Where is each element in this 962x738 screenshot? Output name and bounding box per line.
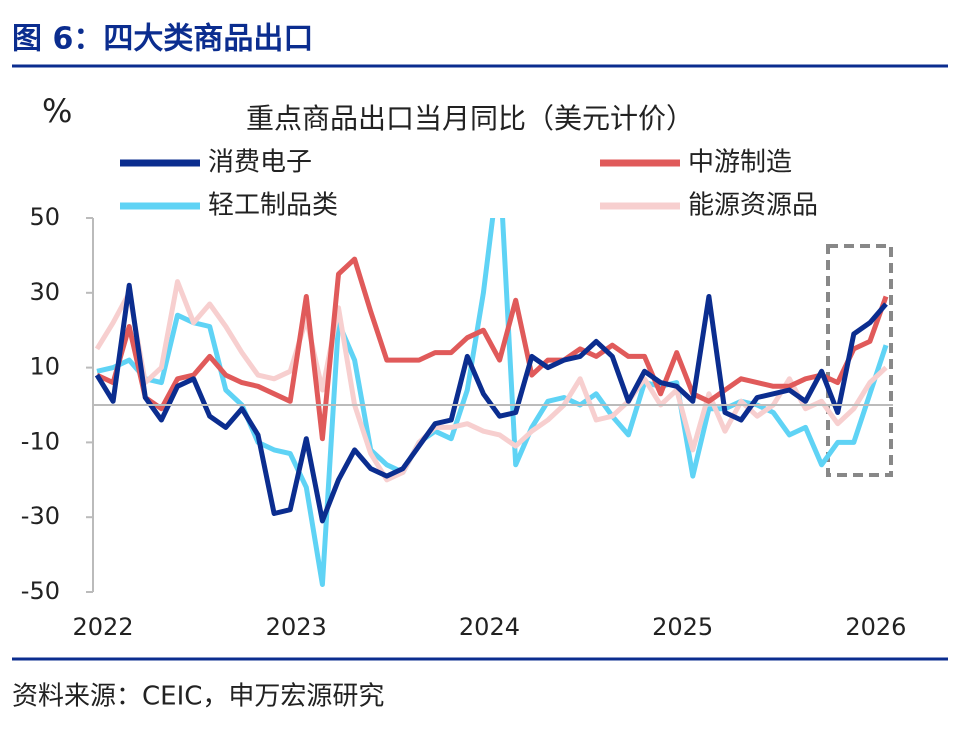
y-tick-label: -10	[21, 427, 60, 455]
series-line	[94, 282, 888, 524]
y-tick-label: 10	[29, 353, 60, 381]
legend-label: 中游制造	[688, 148, 792, 178]
highlight-box	[826, 244, 893, 477]
y-tick-label: 30	[29, 278, 60, 306]
x-tick-label: 2026	[845, 613, 906, 641]
plot-area	[94, 218, 889, 587]
legend-label: 轻工制品类	[208, 191, 338, 221]
series-line	[94, 279, 888, 483]
series-line	[96, 218, 889, 587]
series-line	[95, 256, 889, 442]
y-tick-label: -50	[21, 577, 60, 605]
y-tick-label: 50	[29, 203, 60, 231]
legend-label: 消费电子	[208, 148, 312, 178]
x-tick-label: 2022	[72, 613, 133, 641]
x-tick-label: 2024	[459, 613, 520, 641]
y-tick-label: -30	[21, 502, 60, 530]
x-tick-label: 2025	[652, 613, 713, 641]
legend-label: 能源资源品	[688, 191, 818, 221]
figure-title: 图 6：四大类商品出口	[12, 22, 313, 57]
x-tick-label: 2023	[266, 613, 327, 641]
source: 资料来源：CEIC，申万宏源研究	[12, 682, 384, 712]
y-unit: %	[42, 92, 72, 130]
chart-title: 重点商品出口当月同比（美元计价）	[246, 102, 694, 135]
